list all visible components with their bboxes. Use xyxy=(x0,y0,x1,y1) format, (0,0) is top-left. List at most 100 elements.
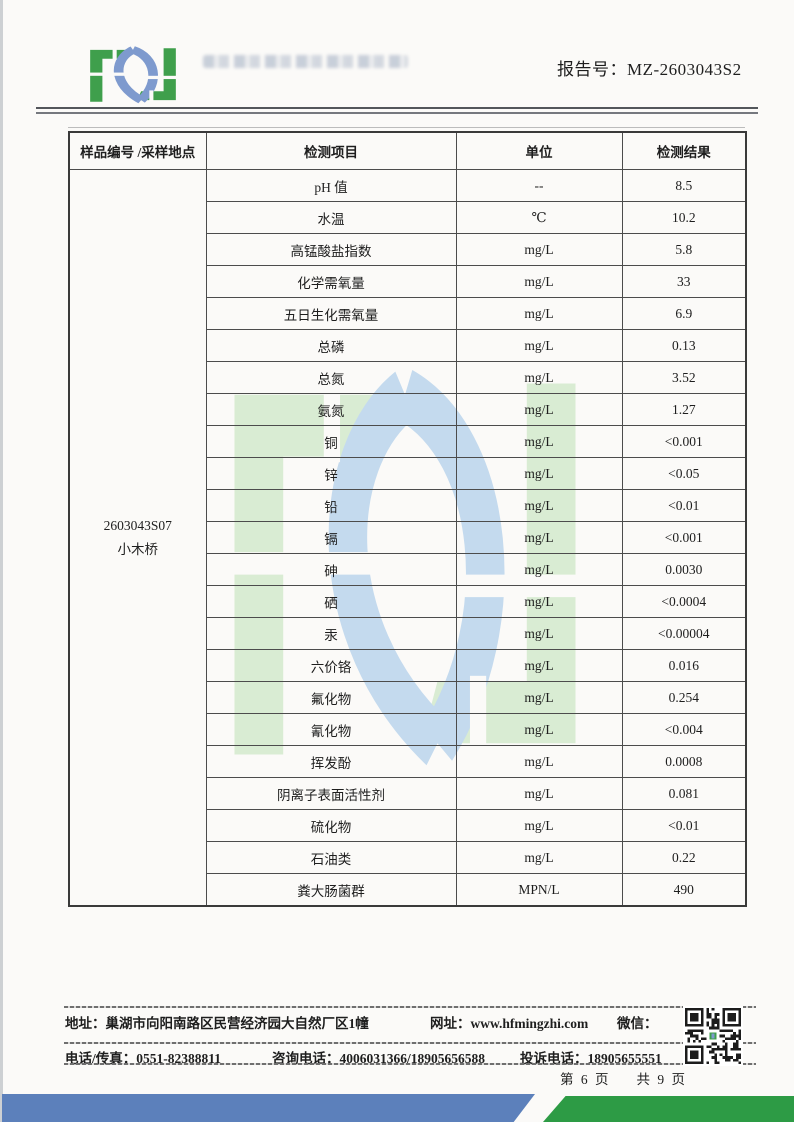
wechat: 微信： xyxy=(617,1012,658,1032)
table-top-ghost-line xyxy=(68,127,745,128)
table-row: 六价铬 mg/L 0.016 xyxy=(69,649,747,682)
cell-unit: mg/L xyxy=(455,617,623,650)
cell-unit: mg/L xyxy=(455,649,623,682)
cell-unit: -- xyxy=(455,169,623,202)
cell-item: 硫化物 xyxy=(205,809,457,842)
cell-unit: mg/L xyxy=(455,457,623,490)
page-number: 第 6 页 共 9 页 xyxy=(560,1068,687,1088)
table-row: 镉 mg/L <0.001 xyxy=(69,521,747,554)
cell-item: 总氮 xyxy=(205,361,457,394)
complaint-label: 投诉电话： xyxy=(520,1051,588,1066)
cell-item: pH 值 xyxy=(205,169,457,202)
cell-item: 石油类 xyxy=(205,841,457,874)
cell-item: 阴离子表面活性剂 xyxy=(205,777,457,810)
cell-unit: mg/L xyxy=(455,585,623,618)
cell-unit: mg/L xyxy=(455,841,623,874)
bottom-band-blue xyxy=(2,1094,535,1122)
phone-fax-label: 电话/传真： xyxy=(65,1051,137,1066)
cell-unit: mg/L xyxy=(455,329,623,362)
cell-item: 砷 xyxy=(205,553,457,586)
cell-item: 五日生化需氧量 xyxy=(205,297,457,330)
table-row: 汞 mg/L <0.00004 xyxy=(69,617,747,650)
cell-result: 5.8 xyxy=(621,233,747,266)
cell-item: 高锰酸盐指数 xyxy=(205,233,457,266)
cell-unit: mg/L xyxy=(455,809,623,842)
footer-rule-bottom xyxy=(64,1063,756,1065)
cell-result: <0.001 xyxy=(621,521,747,554)
hotline: 咨询电话：4006031366/18905656588 xyxy=(272,1047,485,1067)
table-row: 2603043S07 小木桥 pH 值 -- 8.5 xyxy=(68,169,747,907)
cell-result: <0.05 xyxy=(621,457,747,490)
cell-result: 0.13 xyxy=(621,329,747,362)
table-row: 铅 mg/L <0.01 xyxy=(69,489,747,522)
cell-unit: mg/L xyxy=(455,745,623,778)
table-row: 总氮 mg/L 3.52 xyxy=(69,361,747,394)
sample-id: 2603043S07 xyxy=(103,517,172,533)
cell-result: 0.016 xyxy=(621,649,747,682)
cell-item: 氟化物 xyxy=(205,681,457,714)
cell-result: <0.004 xyxy=(621,713,747,746)
column-header: 检测结果 xyxy=(621,131,747,170)
hotline-value: 4006031366/18905656588 xyxy=(339,1051,486,1066)
results-table: 样品编号 /采样地点 检测项目 单位 检测结果 2603043S07 小木桥 pH 值 -- 8… xyxy=(68,131,747,907)
footer-rule-middle xyxy=(64,1042,756,1044)
address-label: 地址： xyxy=(65,1016,106,1031)
cell-result: 0.0008 xyxy=(621,745,747,778)
cell-result: 490 xyxy=(621,873,747,907)
cell-result: <0.01 xyxy=(621,809,747,842)
cell-result: 0.081 xyxy=(621,777,747,810)
cell-item: 水温 xyxy=(205,201,457,234)
cell-result: 0.254 xyxy=(621,681,747,714)
cell-unit: mg/L xyxy=(455,553,623,586)
cell-unit: mg/L xyxy=(455,777,623,810)
wechat-label: 微信： xyxy=(617,1016,658,1031)
cell-unit: mg/L xyxy=(455,489,623,522)
table-row: 挥发酚 mg/L 0.0008 xyxy=(69,745,747,778)
cell-result: 33 xyxy=(621,265,747,298)
header-row: 样品编号 /采样地点 检测项目 单位 检测结果 xyxy=(68,131,747,170)
phone-fax: 电话/传真：0551-82388811 xyxy=(65,1047,221,1067)
sample-location: 小木桥 xyxy=(117,541,159,557)
table-row: 铜 mg/L <0.001 xyxy=(69,425,747,458)
cell-unit: MPN/L xyxy=(455,873,623,907)
website-value: www.hfmingzhi.com xyxy=(470,1016,589,1031)
cell-result: 3.52 xyxy=(621,361,747,394)
company-logo-icon xyxy=(88,46,180,104)
sample-cell: 2603043S07 小木桥 xyxy=(68,169,207,907)
cell-unit: mg/L xyxy=(455,521,623,554)
cell-result: 8.5 xyxy=(621,169,747,202)
cell-result: <0.0004 xyxy=(621,585,747,618)
table-row: 锌 mg/L <0.05 xyxy=(69,457,747,490)
cell-item: 化学需氧量 xyxy=(205,265,457,298)
address-value: 巢湖市向阳南路区民营经济园大自然厂区1幢 xyxy=(105,1016,369,1031)
report-number-value: MZ-2603043S2 xyxy=(627,60,742,79)
cell-result: 10.2 xyxy=(621,201,747,234)
table-row: 石油类 mg/L 0.22 xyxy=(69,841,747,874)
cell-result: <0.00004 xyxy=(621,617,747,650)
cell-unit: mg/L xyxy=(455,265,623,298)
report-number: 报告号：MZ-2603043S2 xyxy=(557,55,742,80)
cell-result: <0.01 xyxy=(621,489,747,522)
page-total: 共 9 页 xyxy=(636,1072,687,1087)
table-row: 阴离子表面活性剂 mg/L 0.081 xyxy=(69,777,747,810)
website-label: 网址： xyxy=(430,1016,471,1031)
cell-item: 挥发酚 xyxy=(205,745,457,778)
cell-unit: mg/L xyxy=(455,393,623,426)
column-header: 单位 xyxy=(455,131,623,170)
cell-unit: mg/L xyxy=(455,297,623,330)
table-row: 粪大肠菌群 MPN/L 490 xyxy=(69,873,747,907)
cell-unit: mg/L xyxy=(455,713,623,746)
cell-item: 氰化物 xyxy=(205,713,457,746)
cell-item: 镉 xyxy=(205,521,457,554)
hotline-label: 咨询电话： xyxy=(272,1051,340,1066)
table-row: 氨氮 mg/L 1.27 xyxy=(69,393,747,426)
header-rule xyxy=(36,107,758,114)
wechat-qr-icon xyxy=(683,1006,743,1066)
cell-unit: mg/L xyxy=(455,425,623,458)
column-header: 样品编号 /采样地点 xyxy=(68,131,207,170)
complaint-value: 18905655551 xyxy=(587,1051,662,1066)
cell-result: 0.0030 xyxy=(621,553,747,586)
phone-fax-value: 0551-82388811 xyxy=(136,1051,222,1066)
address: 地址：巢湖市向阳南路区民营经济园大自然厂区1幢 xyxy=(65,1012,369,1032)
